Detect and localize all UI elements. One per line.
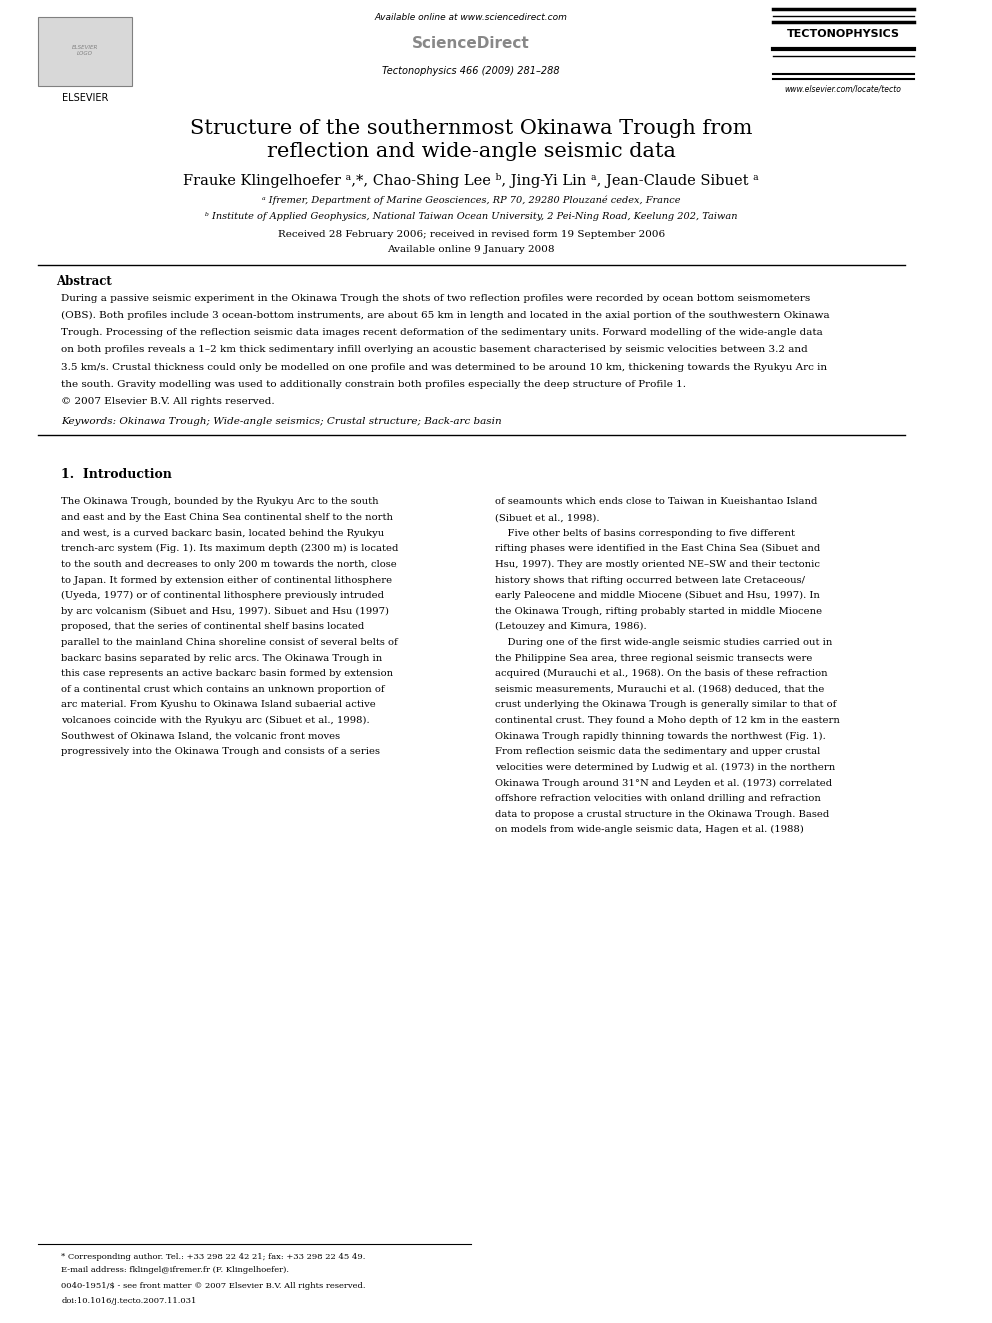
Text: Abstract: Abstract: [57, 275, 112, 288]
Text: From reflection seismic data the sedimentary and upper crustal: From reflection seismic data the sedimen…: [495, 747, 820, 757]
Text: Okinawa Trough around 31°N and Leyden et al. (1973) correlated: Okinawa Trough around 31°N and Leyden et…: [495, 778, 831, 787]
Text: continental crust. They found a Moho depth of 12 km in the eastern: continental crust. They found a Moho dep…: [495, 716, 839, 725]
Text: Trough. Processing of the reflection seismic data images recent deformation of t: Trough. Processing of the reflection sei…: [62, 328, 823, 337]
Text: of seamounts which ends close to Taiwan in Kueishantao Island: of seamounts which ends close to Taiwan …: [495, 497, 817, 507]
Text: seismic measurements, Murauchi et al. (1968) deduced, that the: seismic measurements, Murauchi et al. (1…: [495, 685, 824, 693]
Text: * Corresponding author. Tel.: +33 298 22 42 21; fax: +33 298 22 45 49.: * Corresponding author. Tel.: +33 298 22…: [62, 1253, 366, 1261]
Text: Keywords: Okinawa Trough; Wide-angle seismics; Crustal structure; Back-arc basin: Keywords: Okinawa Trough; Wide-angle sei…: [62, 417, 502, 426]
Text: Available online 9 January 2008: Available online 9 January 2008: [387, 245, 555, 254]
Text: www.elsevier.com/locate/tecto: www.elsevier.com/locate/tecto: [785, 85, 902, 94]
Text: Southwest of Okinawa Island, the volcanic front moves: Southwest of Okinawa Island, the volcani…: [62, 732, 340, 741]
Text: During a passive seismic experiment in the Okinawa Trough the shots of two refle: During a passive seismic experiment in t…: [62, 294, 810, 303]
Text: E-mail address: fklingel@ifremer.fr (F. Klingelhoefer).: E-mail address: fklingel@ifremer.fr (F. …: [62, 1266, 290, 1274]
Text: © 2007 Elsevier B.V. All rights reserved.: © 2007 Elsevier B.V. All rights reserved…: [62, 397, 275, 406]
Text: of a continental crust which contains an unknown proportion of: of a continental crust which contains an…: [62, 685, 385, 693]
Text: on both profiles reveals a 1–2 km thick sedimentary infill overlying an acoustic: on both profiles reveals a 1–2 km thick …: [62, 345, 808, 355]
Text: (Uyeda, 1977) or of continental lithosphere previously intruded: (Uyeda, 1977) or of continental lithosph…: [62, 591, 384, 601]
Text: the Okinawa Trough, rifting probably started in middle Miocene: the Okinawa Trough, rifting probably sta…: [495, 607, 821, 615]
Text: (Sibuet et al., 1998).: (Sibuet et al., 1998).: [495, 513, 599, 523]
Text: on models from wide-angle seismic data, Hagen et al. (1988): on models from wide-angle seismic data, …: [495, 826, 804, 835]
Text: ᵃ Ifremer, Department of Marine Geosciences, RP 70, 29280 Plouzané cedex, France: ᵃ Ifremer, Department of Marine Geoscien…: [262, 196, 681, 205]
Text: ELSEVIER
LOGO: ELSEVIER LOGO: [71, 45, 98, 56]
Text: 3.5 km/s. Crustal thickness could only be modelled on one profile and was determ: 3.5 km/s. Crustal thickness could only b…: [62, 363, 827, 372]
Text: to Japan. It formed by extension either of continental lithosphere: to Japan. It formed by extension either …: [62, 576, 393, 585]
Text: offshore refraction velocities with onland drilling and refraction: offshore refraction velocities with onla…: [495, 794, 820, 803]
Text: (OBS). Both profiles include 3 ocean-bottom instruments, are about 65 km in leng: (OBS). Both profiles include 3 ocean-bot…: [62, 311, 830, 320]
Text: crust underlying the Okinawa Trough is generally similar to that of: crust underlying the Okinawa Trough is g…: [495, 700, 836, 709]
Text: volcanoes coincide with the Ryukyu arc (Sibuet et al., 1998).: volcanoes coincide with the Ryukyu arc (…: [62, 716, 370, 725]
Text: Available online at www.sciencedirect.com: Available online at www.sciencedirect.co…: [375, 13, 567, 22]
Text: 0040-1951/$ - see front matter © 2007 Elsevier B.V. All rights reserved.: 0040-1951/$ - see front matter © 2007 El…: [62, 1282, 366, 1290]
Text: Structure of the southernmost Okinawa Trough from: Structure of the southernmost Okinawa Tr…: [189, 119, 752, 138]
Text: reflection and wide-angle seismic data: reflection and wide-angle seismic data: [267, 142, 676, 160]
Text: TECTONOPHYSICS: TECTONOPHYSICS: [787, 29, 900, 40]
Text: 1.  Introduction: 1. Introduction: [62, 468, 173, 482]
Text: Frauke Klingelhoefer ᵃ,*, Chao-Shing Lee ᵇ, Jing-Yi Lin ᵃ, Jean-Claude Sibuet ᵃ: Frauke Klingelhoefer ᵃ,*, Chao-Shing Lee…: [184, 173, 759, 188]
Text: this case represents an active backarc basin formed by extension: this case represents an active backarc b…: [62, 669, 394, 679]
Text: backarc basins separated by relic arcs. The Okinawa Trough in: backarc basins separated by relic arcs. …: [62, 654, 383, 663]
Text: acquired (Murauchi et al., 1968). On the basis of these refraction: acquired (Murauchi et al., 1968). On the…: [495, 669, 827, 679]
Text: parallel to the mainland China shoreline consist of several belts of: parallel to the mainland China shoreline…: [62, 638, 398, 647]
Text: ELSEVIER: ELSEVIER: [62, 93, 108, 103]
Text: trench-arc system (Fig. 1). Its maximum depth (2300 m) is located: trench-arc system (Fig. 1). Its maximum …: [62, 544, 399, 553]
Text: the Philippine Sea area, three regional seismic transects were: the Philippine Sea area, three regional …: [495, 654, 812, 663]
Text: velocities were determined by Ludwig et al. (1973) in the northern: velocities were determined by Ludwig et …: [495, 763, 835, 771]
Text: arc material. From Kyushu to Okinawa Island subaerial active: arc material. From Kyushu to Okinawa Isl…: [62, 700, 376, 709]
Text: Five other belts of basins corresponding to five different: Five other belts of basins corresponding…: [495, 529, 795, 537]
Text: ScienceDirect: ScienceDirect: [413, 36, 530, 50]
Text: doi:10.1016/j.tecto.2007.11.031: doi:10.1016/j.tecto.2007.11.031: [62, 1297, 196, 1304]
Text: During one of the first wide-angle seismic studies carried out in: During one of the first wide-angle seism…: [495, 638, 832, 647]
Text: Tectonophysics 466 (2009) 281–288: Tectonophysics 466 (2009) 281–288: [382, 66, 559, 77]
Text: Okinawa Trough rapidly thinning towards the northwest (Fig. 1).: Okinawa Trough rapidly thinning towards …: [495, 732, 825, 741]
Text: progressively into the Okinawa Trough and consists of a series: progressively into the Okinawa Trough an…: [62, 747, 380, 757]
Text: the south. Gravity modelling was used to additionally constrain both profiles es: the south. Gravity modelling was used to…: [62, 380, 686, 389]
Text: data to propose a crustal structure in the Okinawa Trough. Based: data to propose a crustal structure in t…: [495, 810, 829, 819]
Bar: [38, 17, 132, 86]
Text: Hsu, 1997). They are mostly oriented NE–SW and their tectonic: Hsu, 1997). They are mostly oriented NE–…: [495, 560, 819, 569]
Text: history shows that rifting occurred between late Cretaceous/: history shows that rifting occurred betw…: [495, 576, 805, 585]
Text: and west, is a curved backarc basin, located behind the Ryukyu: and west, is a curved backarc basin, loc…: [62, 529, 385, 537]
Text: Received 28 February 2006; received in revised form 19 September 2006: Received 28 February 2006; received in r…: [278, 230, 665, 239]
Text: ᵇ Institute of Applied Geophysics, National Taiwan Ocean University, 2 Pei-Ning : ᵇ Institute of Applied Geophysics, Natio…: [205, 212, 737, 221]
Text: by arc volcanism (Sibuet and Hsu, 1997). Sibuet and Hsu (1997): by arc volcanism (Sibuet and Hsu, 1997).…: [62, 607, 389, 615]
Text: (Letouzey and Kimura, 1986).: (Letouzey and Kimura, 1986).: [495, 622, 646, 631]
Text: proposed, that the series of continental shelf basins located: proposed, that the series of continental…: [62, 622, 364, 631]
Text: The Okinawa Trough, bounded by the Ryukyu Arc to the south: The Okinawa Trough, bounded by the Ryuky…: [62, 497, 379, 507]
Text: and east and by the East China Sea continental shelf to the north: and east and by the East China Sea conti…: [62, 513, 393, 523]
Text: rifting phases were identified in the East China Sea (Sibuet and: rifting phases were identified in the Ea…: [495, 544, 820, 553]
Text: to the south and decreases to only 200 m towards the north, close: to the south and decreases to only 200 m…: [62, 560, 397, 569]
Text: early Paleocene and middle Miocene (Sibuet and Hsu, 1997). In: early Paleocene and middle Miocene (Sibu…: [495, 591, 819, 601]
